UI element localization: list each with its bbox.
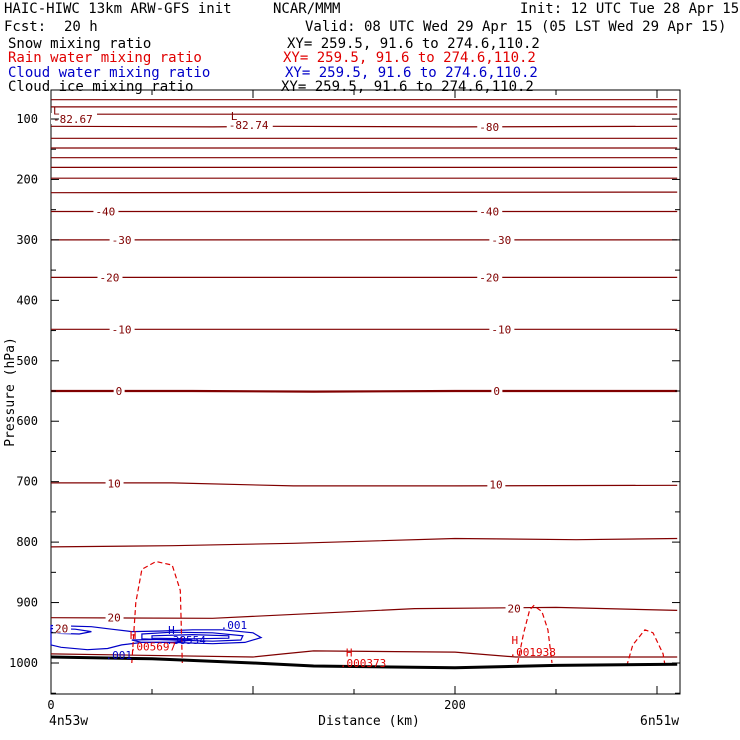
isotherm-line (50, 606, 678, 619)
isotherm-label-bg (477, 271, 503, 283)
forecast-label: Fcst: (4, 19, 47, 35)
isotherm-line (51, 389, 678, 393)
cloud-water-contour (131, 638, 193, 644)
field-rain-xy: XY= 259.5, 91.6 to 274.6,110.2 (283, 50, 536, 66)
isotherm-label: 0 (116, 385, 123, 398)
extremum-label: H (346, 647, 353, 660)
isotherm-label: -82.74 (229, 119, 269, 132)
left-endpoint: 4n53w (49, 714, 88, 729)
isotherm-label-bg (489, 233, 515, 245)
y-tick-label: 200 (16, 172, 38, 186)
isotherm-label: -30 (112, 234, 132, 247)
extremum-label: .001 (106, 649, 133, 662)
forecast-hour: 20 h (64, 19, 98, 35)
extremum-label: .38554 (166, 634, 206, 647)
cloud-water-contour (50, 624, 263, 651)
isotherm-label-bg (505, 602, 524, 614)
isotherm-line (50, 537, 678, 548)
isotherm-label: -20 (479, 271, 499, 284)
isotherm-label: 20 (508, 603, 521, 616)
isotherm-label: -82.67 (53, 113, 93, 126)
isotherm-label: -80 (479, 121, 499, 134)
isotherm-line (51, 482, 678, 487)
isotherm-label-bg (109, 323, 135, 335)
y-tick-label: 300 (16, 233, 38, 247)
terrain-line (50, 655, 678, 670)
isotherm-label-bg (97, 271, 123, 283)
isotherm-label: 20 (55, 623, 68, 636)
field-cloudwater-name: Cloud water mixing ratio (8, 65, 211, 81)
y-tick-label: 1000 (9, 656, 38, 670)
field-rain-name: Rain water mixing ratio (8, 50, 202, 66)
field-snow-name: Snow mixing ratio (8, 36, 152, 52)
isotherm-label-bg (109, 233, 135, 245)
extremum-label: .000373 (340, 657, 386, 670)
org-label: NCAR/MMM (273, 1, 341, 17)
extremum-label: .001938 (510, 646, 556, 659)
rain-water-contour (131, 560, 183, 664)
x-axis-title: Distance (km) (318, 714, 420, 729)
isotherm-label: -20 (99, 271, 119, 284)
x-tick-label: 0 (47, 698, 54, 712)
extremum-label: H (512, 634, 519, 647)
extremum-label: .001 (221, 619, 248, 632)
extremum-label: L (53, 105, 60, 118)
isotherm-line (50, 125, 678, 128)
extremum-label: L (231, 110, 238, 123)
field-cloudwater-xy: XY= 259.5, 91.6 to 274.6,110.2 (285, 65, 538, 81)
isotherm-label-bg (53, 622, 72, 634)
isotherm-label-bg (477, 120, 503, 132)
isotherm-label: 10 (489, 479, 502, 492)
isotherm-label-bg (489, 323, 515, 335)
isotherm-line (50, 650, 678, 658)
model-title: HAIC-HIWC 13km ARW-GFS init (4, 1, 232, 17)
field-snow-xy: XY= 259.5, 91.6 to 274.6,110.2 (287, 36, 540, 52)
isotherm-label-bg (93, 205, 119, 217)
right-endpoint: 6n51w (640, 714, 679, 729)
isotherm-label-bg (113, 385, 125, 396)
y-tick-label: 400 (16, 293, 38, 307)
isotherm-label-bg (51, 113, 98, 124)
isotherm-label-bg (105, 611, 124, 623)
init-time: Init: 12 UTC Tue 28 Apr 15 (520, 1, 740, 17)
isotherm-label: 10 (108, 477, 121, 490)
extremum-label: H (130, 629, 137, 642)
extremum-label: H (168, 624, 175, 637)
isotherm-label-bg (477, 205, 503, 217)
isotherm-label: 0 (493, 385, 500, 398)
isotherm-label: -40 (479, 205, 499, 218)
isotherm-label: -40 (95, 205, 115, 218)
isotherm-label: 20 (108, 612, 121, 625)
rain-water-contour (517, 604, 553, 664)
isotherm-label-bg (487, 478, 506, 490)
extremum-label: .005697 (130, 641, 176, 654)
isotherm-line (50, 191, 678, 194)
isotherm-label: -10 (491, 323, 511, 336)
y-tick-label: 600 (16, 414, 38, 428)
isotherm-label: -30 (491, 234, 511, 247)
isotherm-label-bg (491, 385, 503, 396)
y-axis-title: Pressure (hPa) (3, 337, 18, 447)
isotherm-label-bg (226, 119, 273, 131)
y-tick-label: 500 (16, 354, 38, 368)
isotherm-label: -10 (112, 323, 132, 336)
x-tick-label: 200 (444, 698, 466, 712)
isotherm-label-bg (105, 477, 124, 489)
cloud-water-contour (50, 627, 92, 635)
y-tick-label: 900 (16, 596, 38, 610)
y-tick-label: 700 (16, 475, 38, 489)
cloud-water-contour (151, 633, 230, 640)
rain-water-contour (626, 629, 666, 667)
valid-time: Valid: 08 UTC Wed 29 Apr 15 (05 LST Wed … (305, 19, 727, 35)
y-tick-label: 100 (16, 112, 38, 126)
y-tick-label: 800 (16, 535, 38, 549)
